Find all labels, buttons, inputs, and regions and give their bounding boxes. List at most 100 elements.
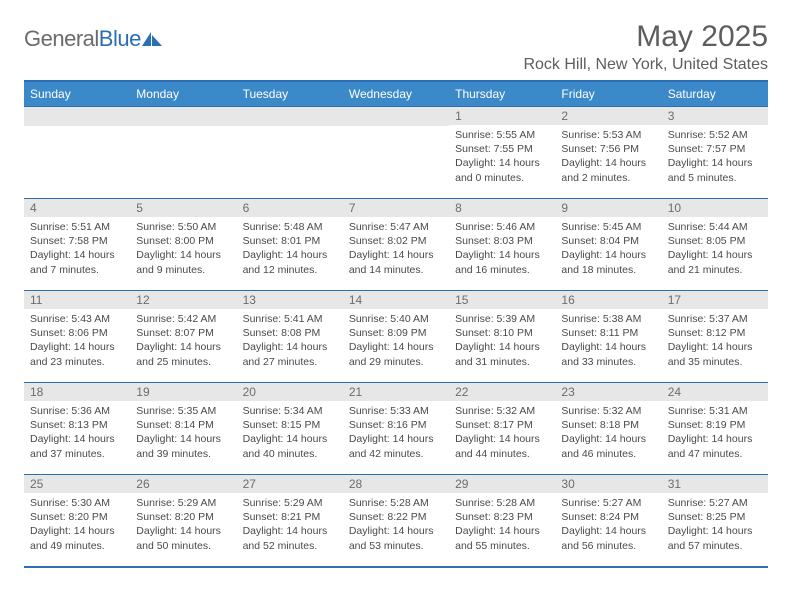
sunset-text: Sunset: 8:24 PM xyxy=(561,510,655,524)
calendar-day-cell: 30Sunrise: 5:27 AMSunset: 8:24 PMDayligh… xyxy=(555,475,661,567)
daylight-text: Daylight: 14 hours and 55 minutes. xyxy=(455,524,549,552)
day-body: Sunrise: 5:39 AMSunset: 8:10 PMDaylight:… xyxy=(449,309,555,373)
calendar-day-cell: 9Sunrise: 5:45 AMSunset: 8:04 PMDaylight… xyxy=(555,199,661,291)
calendar-day-cell: 7Sunrise: 5:47 AMSunset: 8:02 PMDaylight… xyxy=(343,199,449,291)
month-title: May 2025 xyxy=(523,20,768,54)
daylight-text: Daylight: 14 hours and 57 minutes. xyxy=(668,524,762,552)
day-header-row: SundayMondayTuesdayWednesdayThursdayFrid… xyxy=(24,81,768,107)
sunset-text: Sunset: 8:18 PM xyxy=(561,418,655,432)
day-body: Sunrise: 5:41 AMSunset: 8:08 PMDaylight:… xyxy=(237,309,343,373)
calendar-day-cell xyxy=(24,107,130,199)
day-number: 28 xyxy=(343,475,449,493)
daylight-text: Daylight: 14 hours and 39 minutes. xyxy=(136,432,230,460)
sunrise-text: Sunrise: 5:48 AM xyxy=(243,220,337,234)
sunset-text: Sunset: 8:15 PM xyxy=(243,418,337,432)
day-number: 30 xyxy=(555,475,661,493)
day-number: 3 xyxy=(662,107,768,125)
daylight-text: Daylight: 14 hours and 21 minutes. xyxy=(668,248,762,276)
sunrise-text: Sunrise: 5:42 AM xyxy=(136,312,230,326)
day-body: Sunrise: 5:37 AMSunset: 8:12 PMDaylight:… xyxy=(662,309,768,373)
sunset-text: Sunset: 8:03 PM xyxy=(455,234,549,248)
day-number: 25 xyxy=(24,475,130,493)
calendar-day-cell: 19Sunrise: 5:35 AMSunset: 8:14 PMDayligh… xyxy=(130,383,236,475)
day-number: 1 xyxy=(449,107,555,125)
daylight-text: Daylight: 14 hours and 9 minutes. xyxy=(136,248,230,276)
calendar-day-cell: 23Sunrise: 5:32 AMSunset: 8:18 PMDayligh… xyxy=(555,383,661,475)
sunrise-text: Sunrise: 5:32 AM xyxy=(455,404,549,418)
day-body: Sunrise: 5:45 AMSunset: 8:04 PMDaylight:… xyxy=(555,217,661,281)
sunset-text: Sunset: 8:20 PM xyxy=(30,510,124,524)
sunset-text: Sunset: 8:10 PM xyxy=(455,326,549,340)
sunrise-text: Sunrise: 5:28 AM xyxy=(455,496,549,510)
sunset-text: Sunset: 8:12 PM xyxy=(668,326,762,340)
day-body: Sunrise: 5:44 AMSunset: 8:05 PMDaylight:… xyxy=(662,217,768,281)
calendar-day-cell: 21Sunrise: 5:33 AMSunset: 8:16 PMDayligh… xyxy=(343,383,449,475)
day-body: Sunrise: 5:48 AMSunset: 8:01 PMDaylight:… xyxy=(237,217,343,281)
calendar-day-cell: 3Sunrise: 5:52 AMSunset: 7:57 PMDaylight… xyxy=(662,107,768,199)
day-body: Sunrise: 5:32 AMSunset: 8:17 PMDaylight:… xyxy=(449,401,555,465)
day-body: Sunrise: 5:47 AMSunset: 8:02 PMDaylight:… xyxy=(343,217,449,281)
day-body: Sunrise: 5:27 AMSunset: 8:25 PMDaylight:… xyxy=(662,493,768,557)
daylight-text: Daylight: 14 hours and 40 minutes. xyxy=(243,432,337,460)
sunrise-text: Sunrise: 5:37 AM xyxy=(668,312,762,326)
daylight-text: Daylight: 14 hours and 2 minutes. xyxy=(561,156,655,184)
sunrise-text: Sunrise: 5:46 AM xyxy=(455,220,549,234)
calendar-day-cell: 24Sunrise: 5:31 AMSunset: 8:19 PMDayligh… xyxy=(662,383,768,475)
day-number: 23 xyxy=(555,383,661,401)
sunrise-text: Sunrise: 5:41 AM xyxy=(243,312,337,326)
calendar-day-cell: 15Sunrise: 5:39 AMSunset: 8:10 PMDayligh… xyxy=(449,291,555,383)
calendar-day-cell: 27Sunrise: 5:29 AMSunset: 8:21 PMDayligh… xyxy=(237,475,343,567)
day-number-empty xyxy=(130,107,236,126)
day-number: 9 xyxy=(555,199,661,217)
daylight-text: Daylight: 14 hours and 37 minutes. xyxy=(30,432,124,460)
sunset-text: Sunset: 8:06 PM xyxy=(30,326,124,340)
daylight-text: Daylight: 14 hours and 14 minutes. xyxy=(349,248,443,276)
day-number: 10 xyxy=(662,199,768,217)
daylight-text: Daylight: 14 hours and 44 minutes. xyxy=(455,432,549,460)
calendar-day-cell: 22Sunrise: 5:32 AMSunset: 8:17 PMDayligh… xyxy=(449,383,555,475)
sunset-text: Sunset: 8:22 PM xyxy=(349,510,443,524)
sunrise-text: Sunrise: 5:35 AM xyxy=(136,404,230,418)
daylight-text: Daylight: 14 hours and 0 minutes. xyxy=(455,156,549,184)
daylight-text: Daylight: 14 hours and 35 minutes. xyxy=(668,340,762,368)
calendar-day-cell: 12Sunrise: 5:42 AMSunset: 8:07 PMDayligh… xyxy=(130,291,236,383)
day-number: 11 xyxy=(24,291,130,309)
sunrise-text: Sunrise: 5:31 AM xyxy=(668,404,762,418)
sunrise-text: Sunrise: 5:43 AM xyxy=(30,312,124,326)
calendar-day-cell: 1Sunrise: 5:55 AMSunset: 7:55 PMDaylight… xyxy=(449,107,555,199)
day-body: Sunrise: 5:28 AMSunset: 8:22 PMDaylight:… xyxy=(343,493,449,557)
sunrise-text: Sunrise: 5:32 AM xyxy=(561,404,655,418)
sunrise-text: Sunrise: 5:29 AM xyxy=(243,496,337,510)
calendar-day-cell: 13Sunrise: 5:41 AMSunset: 8:08 PMDayligh… xyxy=(237,291,343,383)
daylight-text: Daylight: 14 hours and 12 minutes. xyxy=(243,248,337,276)
logo: GeneralBlue xyxy=(24,26,163,52)
daylight-text: Daylight: 14 hours and 23 minutes. xyxy=(30,340,124,368)
calendar-day-cell: 17Sunrise: 5:37 AMSunset: 8:12 PMDayligh… xyxy=(662,291,768,383)
daylight-text: Daylight: 14 hours and 25 minutes. xyxy=(136,340,230,368)
day-body: Sunrise: 5:32 AMSunset: 8:18 PMDaylight:… xyxy=(555,401,661,465)
daylight-text: Daylight: 14 hours and 42 minutes. xyxy=(349,432,443,460)
sunrise-text: Sunrise: 5:50 AM xyxy=(136,220,230,234)
day-number: 4 xyxy=(24,199,130,217)
day-header: Monday xyxy=(130,81,236,107)
sunset-text: Sunset: 8:05 PM xyxy=(668,234,762,248)
day-body: Sunrise: 5:28 AMSunset: 8:23 PMDaylight:… xyxy=(449,493,555,557)
sunset-text: Sunset: 8:04 PM xyxy=(561,234,655,248)
header: GeneralBlue May 2025 Rock Hill, New York… xyxy=(24,20,768,74)
sunrise-text: Sunrise: 5:52 AM xyxy=(668,128,762,142)
sunset-text: Sunset: 8:02 PM xyxy=(349,234,443,248)
day-number: 31 xyxy=(662,475,768,493)
day-number: 21 xyxy=(343,383,449,401)
daylight-text: Daylight: 14 hours and 56 minutes. xyxy=(561,524,655,552)
sunset-text: Sunset: 7:57 PM xyxy=(668,142,762,156)
daylight-text: Daylight: 14 hours and 7 minutes. xyxy=(30,248,124,276)
sunrise-text: Sunrise: 5:36 AM xyxy=(30,404,124,418)
daylight-text: Daylight: 14 hours and 53 minutes. xyxy=(349,524,443,552)
calendar-day-cell: 25Sunrise: 5:30 AMSunset: 8:20 PMDayligh… xyxy=(24,475,130,567)
day-number: 19 xyxy=(130,383,236,401)
logo-text-left: General xyxy=(24,26,99,51)
day-body: Sunrise: 5:38 AMSunset: 8:11 PMDaylight:… xyxy=(555,309,661,373)
day-number-empty xyxy=(343,107,449,126)
sunrise-text: Sunrise: 5:27 AM xyxy=(668,496,762,510)
sunset-text: Sunset: 8:13 PM xyxy=(30,418,124,432)
